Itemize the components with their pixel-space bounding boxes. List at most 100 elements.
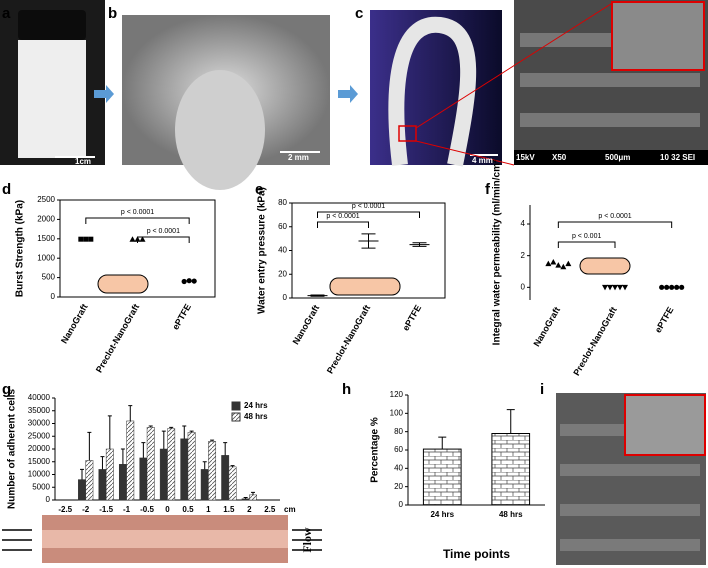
y-tick-label: 500 xyxy=(42,273,56,282)
error-bar xyxy=(128,405,133,421)
error-bar xyxy=(412,242,427,247)
error-bar xyxy=(230,465,235,467)
error-bar xyxy=(361,233,376,249)
point xyxy=(679,284,685,290)
point xyxy=(565,260,572,267)
bar xyxy=(221,455,230,501)
point xyxy=(560,263,567,270)
y-tick-label: 40000 xyxy=(28,393,51,402)
sem-text: X50 xyxy=(552,153,567,162)
panel-label: g xyxy=(2,381,11,398)
y-tick-label: 0 xyxy=(399,500,404,509)
legend-label: 24 hrs xyxy=(244,401,268,410)
y-tick-label: 1500 xyxy=(37,234,55,243)
y-axis-label: Integral water permeability (ml/min/cm² xyxy=(492,159,503,345)
bar xyxy=(422,448,462,506)
y-tick-label: 30000 xyxy=(28,419,51,428)
point xyxy=(659,284,665,290)
y-axis-label: Burst Strength (kPa) xyxy=(15,200,26,297)
point xyxy=(622,284,628,291)
bar xyxy=(249,494,257,501)
x-tick-label: -2.5 xyxy=(58,505,72,514)
bar xyxy=(126,420,135,501)
y-tick-label: 20 xyxy=(394,482,403,491)
x-tick-label: -1.5 xyxy=(99,505,113,514)
y-axis-label: Number of adherent cells xyxy=(7,389,18,509)
p-value: p < 0.0001 xyxy=(326,213,359,220)
sem-text: 15kV xyxy=(516,153,535,162)
y-tick-label: 2000 xyxy=(37,215,55,224)
y-tick-label: 60 xyxy=(278,222,287,231)
y-tick-label: 0 xyxy=(51,292,56,301)
x-tick-label: NanoGraft xyxy=(59,302,90,345)
y-tick-label: 80 xyxy=(394,427,403,436)
x-tick-label: 0.5 xyxy=(182,505,194,514)
x-tick-label: Preclot-NanoGraft xyxy=(571,305,618,377)
point xyxy=(78,236,84,242)
y-tick-label: 100 xyxy=(390,408,404,417)
error-bar xyxy=(107,415,112,449)
y-tick-label: 1000 xyxy=(37,253,55,262)
error-bar xyxy=(223,442,228,456)
error-bar xyxy=(202,461,207,470)
x-tick-label: 48 hrs xyxy=(499,510,523,519)
bar xyxy=(491,433,531,506)
error-bar xyxy=(182,425,187,439)
significance-bracket xyxy=(317,211,420,218)
error-bar xyxy=(310,294,325,297)
x-axis-label: cm xyxy=(284,505,296,514)
x-tick-label: -0.5 xyxy=(140,505,154,514)
x-tick-label: ePTFE xyxy=(653,305,676,334)
error-bar xyxy=(243,496,248,499)
legend-swatch xyxy=(231,412,241,422)
photo-i xyxy=(556,393,706,565)
photo-sem xyxy=(415,0,708,166)
point xyxy=(602,284,608,291)
y-tick-label: 2 xyxy=(521,251,526,260)
error-bar xyxy=(100,456,105,470)
y-tick-label: 20 xyxy=(278,269,287,278)
x-tick-label: 2 xyxy=(247,505,252,514)
x-tick-label: NanoGraft xyxy=(531,305,562,348)
y-tick-label: 40 xyxy=(278,246,287,255)
bar xyxy=(180,438,189,501)
significance-bracket xyxy=(317,221,369,228)
x-tick-label: -1 xyxy=(123,505,131,514)
error-bar xyxy=(80,468,84,480)
point xyxy=(674,284,680,290)
bar xyxy=(228,466,237,501)
y-tick-label: 0 xyxy=(283,293,288,302)
error-bar xyxy=(210,439,215,442)
y-tick-label: 2500 xyxy=(37,195,55,204)
panel-label: d xyxy=(2,181,11,198)
point xyxy=(88,236,94,242)
x-tick-label: 1 xyxy=(206,505,211,514)
significance-bracket xyxy=(85,217,190,224)
y-tick-label: 4 xyxy=(521,219,526,228)
point xyxy=(545,260,552,267)
p-value: p < 0.0001 xyxy=(598,213,631,220)
sem-text: 10 32 SEI xyxy=(660,153,695,162)
y-tick-label: 60 xyxy=(394,445,403,454)
photo-g-strip xyxy=(2,515,322,563)
error-bar xyxy=(189,430,194,433)
photo-c xyxy=(370,10,502,167)
y-tick-label: 0 xyxy=(521,282,526,291)
x-tick-label: NanoGraft xyxy=(291,303,322,346)
panel-label: b xyxy=(108,5,117,22)
point xyxy=(191,278,197,284)
bar xyxy=(241,498,250,501)
y-axis-label: Water entry pressure (kPa) xyxy=(257,187,268,314)
panel-label: h xyxy=(342,381,351,398)
point xyxy=(607,284,613,291)
legend-swatch xyxy=(231,401,241,411)
y-axis-label: Percentage % xyxy=(370,417,381,483)
x-tick-label: Preclot-NanoGraft xyxy=(94,302,141,374)
point xyxy=(129,236,136,242)
point xyxy=(664,284,670,290)
scale-bar: 2 mm xyxy=(288,153,309,162)
y-tick-label: 10000 xyxy=(28,470,51,479)
bar xyxy=(167,428,176,501)
point xyxy=(186,278,192,284)
error-bar xyxy=(169,426,174,429)
